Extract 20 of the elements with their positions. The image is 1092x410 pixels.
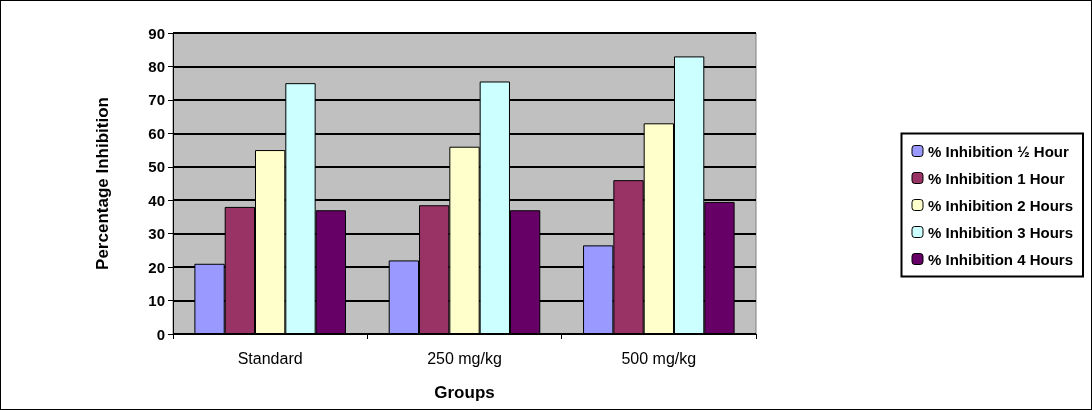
x-tick-label: 250 mg/kg <box>427 349 502 367</box>
legend-label: % Inhibition 4 Hours <box>928 250 1073 268</box>
legend-label: % Inhibition 1 Hour <box>928 169 1065 187</box>
y-tick-label: 60 <box>148 124 165 142</box>
legend-label: % Inhibition ½ Hour <box>928 142 1069 160</box>
x-tick-label: Standard <box>237 349 303 367</box>
legend-label: % Inhibition 2 Hours <box>928 196 1073 214</box>
y-tick-label: 30 <box>148 225 165 243</box>
legend-label: % Inhibition 3 Hours <box>928 223 1073 241</box>
y-tick-label: 90 <box>148 24 165 42</box>
y-tick-label: 0 <box>156 325 165 343</box>
y-tick-label: 40 <box>148 191 165 209</box>
y-tick-label: 10 <box>148 292 165 310</box>
x-tick-label: 500 mg/kg <box>621 349 697 367</box>
y-tick-label: 20 <box>148 258 165 276</box>
y-tick-label: 70 <box>148 91 165 109</box>
y-tick-label: 80 <box>148 57 165 75</box>
x-axis-title: Groups <box>434 383 495 402</box>
y-tick-label: 50 <box>148 158 165 176</box>
y-axis-title: Percentage Inhibition <box>93 97 112 270</box>
